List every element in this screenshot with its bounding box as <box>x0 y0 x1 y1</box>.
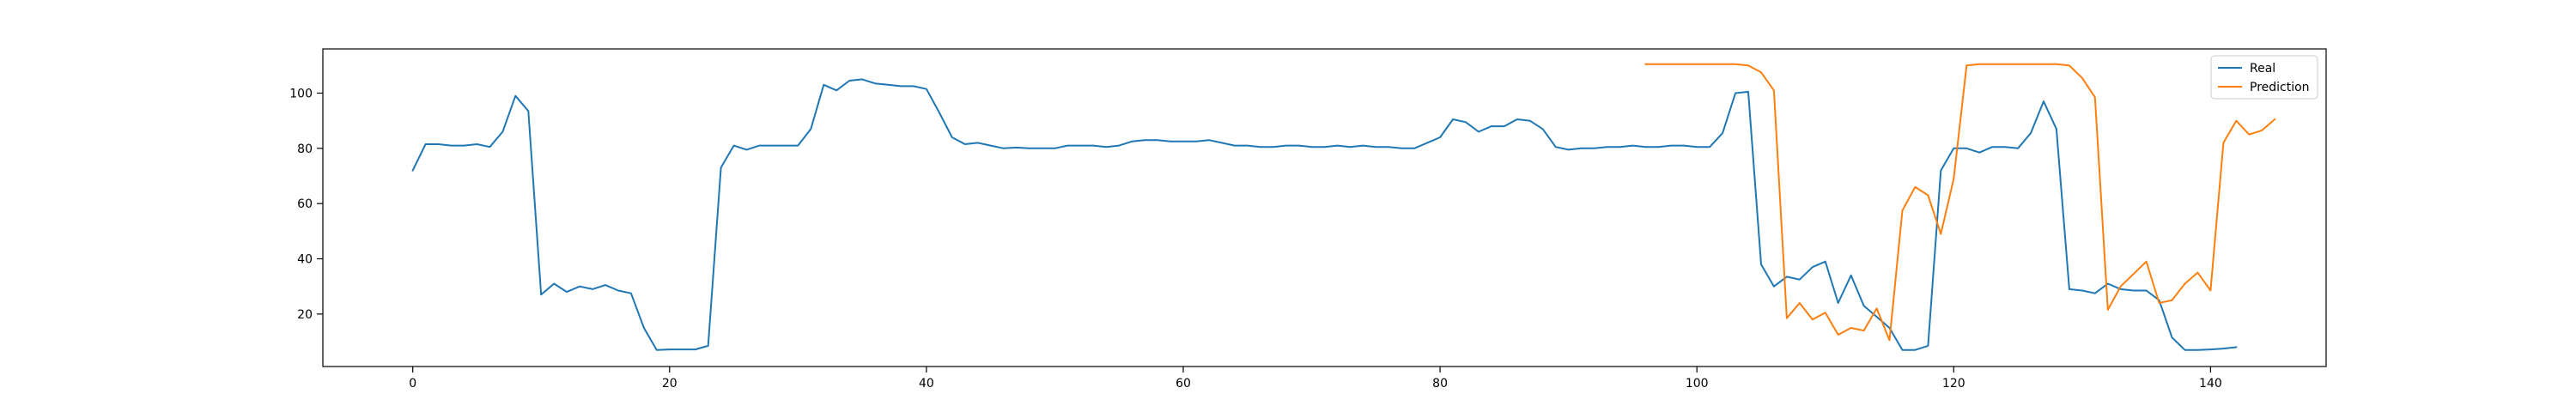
y-tick-label: 80 <box>297 142 313 156</box>
x-tick-label: 20 <box>662 377 677 391</box>
series-line-real <box>411 78 2238 351</box>
x-tick-label: 80 <box>1432 377 1448 391</box>
x-tick-label: 120 <box>1942 377 1965 391</box>
plot-frame <box>322 48 2327 367</box>
series-layer <box>411 63 2276 351</box>
x-tick-label: 60 <box>1176 377 1191 391</box>
legend-label-real: Real <box>2250 62 2275 76</box>
x-tick-label: 40 <box>919 377 934 391</box>
y-tick-label: 20 <box>297 308 313 322</box>
y-axis: 20 40 60 80 100 <box>289 87 323 322</box>
series-line-prediction <box>1644 63 2276 342</box>
legend-label-prediction: Prediction <box>2250 81 2310 94</box>
x-tick-label: 140 <box>2199 377 2222 391</box>
x-tick-label: 100 <box>1686 377 1709 391</box>
y-tick-label: 60 <box>297 197 313 211</box>
x-tick-label: 0 <box>409 377 416 391</box>
y-tick-label: 100 <box>289 87 313 100</box>
legend-box <box>2210 55 2318 100</box>
x-axis: 0 20 40 60 80 100 120 140 <box>409 367 2222 391</box>
legend: Real Prediction <box>2210 55 2318 100</box>
y-tick-label: 40 <box>297 253 313 267</box>
